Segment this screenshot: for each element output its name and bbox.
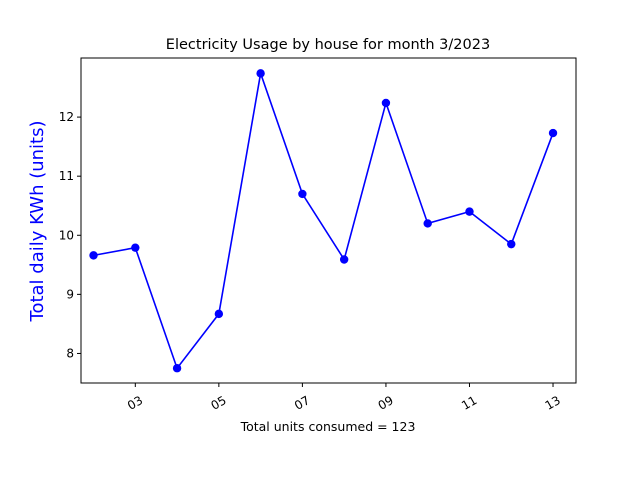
y-axis-label: Total daily KWh (units)	[27, 121, 48, 323]
y-tick-label: 8	[66, 346, 74, 360]
x-tick-label: 09	[376, 393, 396, 413]
data-point	[507, 239, 516, 249]
data-point	[548, 128, 558, 138]
y-axis: 8 9 10 11 12	[59, 110, 81, 360]
data-point	[465, 207, 474, 216]
data-point	[172, 364, 182, 373]
x-tick-label: 13	[543, 393, 563, 413]
x-axis: 03 05 07 09 11 13	[125, 383, 563, 413]
x-tick-label: 05	[209, 393, 229, 413]
series-points	[89, 69, 558, 373]
data-point	[298, 189, 307, 199]
x-axis-label: Total units consumed = 123	[240, 419, 416, 434]
data-point	[131, 243, 140, 252]
data-point	[339, 255, 349, 264]
data-point	[89, 251, 98, 260]
series-line	[93, 70, 554, 370]
data-point	[256, 69, 265, 78]
y-tick-label: 9	[66, 287, 74, 301]
y-tick-label: 12	[59, 110, 74, 124]
plot-frame	[80, 57, 577, 384]
x-tick-label: 03	[125, 393, 145, 413]
data-point	[214, 309, 224, 319]
x-tick-label: 11	[459, 393, 479, 413]
x-tick-label: 07	[292, 393, 312, 413]
data-point	[423, 219, 432, 228]
chart-title: Electricity Usage by house for month 3/2…	[166, 37, 490, 53]
y-tick-label: 11	[59, 169, 74, 183]
data-point	[381, 98, 391, 108]
y-tick-label: 10	[59, 228, 74, 242]
